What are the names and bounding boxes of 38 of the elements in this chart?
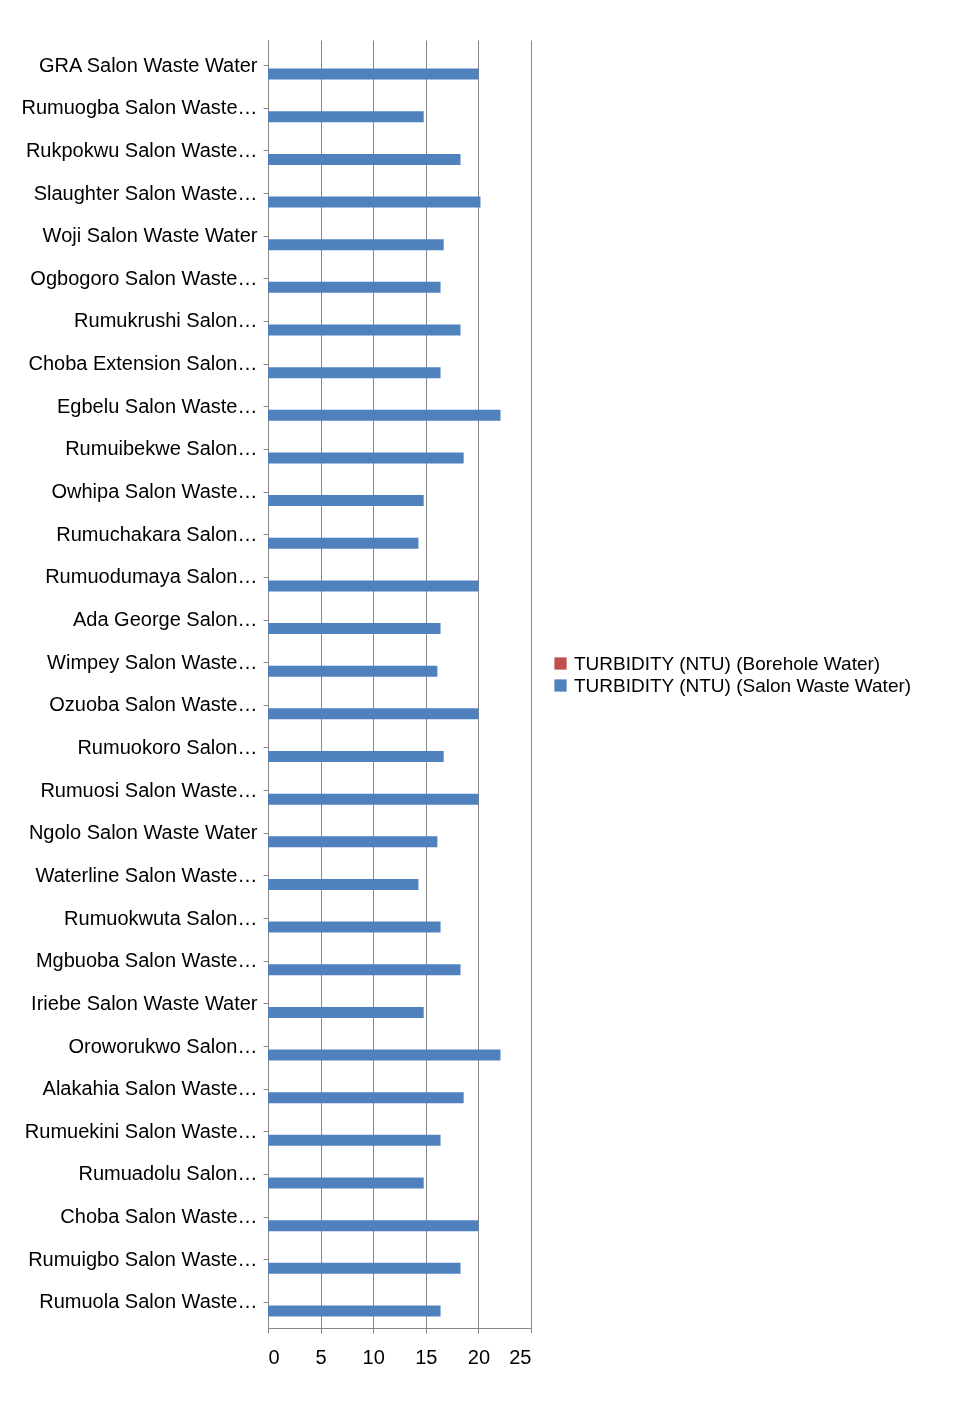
legend-label: TURBIDITY (NTU) (Borehole Water) [574, 652, 881, 674]
x-tick-label: 5 [315, 1345, 327, 1368]
y-tick-label: Rumuchakara Salon… [56, 522, 258, 545]
y-tick-label: Rumuibekwe Salon… [65, 437, 258, 460]
y-tick-label: Oroworukwo Salon… [68, 1034, 258, 1057]
y-tick-label: Rumuosi Salon Waste… [40, 778, 258, 801]
y-tick-label: Alakahia Salon Waste… [42, 1077, 258, 1100]
y-tick-label: Rumuekini Salon Waste… [24, 1119, 258, 1142]
y-tick-label: Owhipa Salon Waste… [51, 480, 258, 503]
y-tick-label: Rumuokwuta Salon… [64, 906, 258, 929]
x-tick-label: 15 [415, 1345, 438, 1368]
y-tick-label: Rumuadolu Salon… [78, 1162, 258, 1185]
y-tick-label: Rumuodumaya Salon… [45, 565, 258, 588]
y-tick-label: Rumuola Salon Waste… [39, 1290, 258, 1313]
y-tick-label: GRA Salon Waste Water [38, 53, 258, 76]
y-tick-label: Woji Salon Waste Water [42, 224, 258, 247]
y-tick-label: Choba Salon Waste… [60, 1205, 258, 1228]
y-tick-label: Waterline Salon Waste… [35, 863, 258, 886]
y-tick-label: Iriebe Salon Waste Water [31, 991, 258, 1014]
x-tick-label: 25 [509, 1345, 532, 1368]
y-tick-label: Egbelu Salon Waste… [57, 394, 258, 417]
y-tick-label: Slaughter Salon Waste… [33, 181, 258, 204]
x-tick-label: 0 [268, 1345, 280, 1368]
legend-label: TURBIDITY (NTU) (Salon Waste Water) [574, 674, 912, 696]
y-tick-label: Wimpey Salon Waste… [47, 650, 258, 673]
y-tick-label: Choba Extension Salon… [28, 352, 258, 375]
y-tick-label: Ngolo Salon Waste Water [28, 821, 258, 844]
y-tick-label: Rumuigbo Salon Waste… [28, 1247, 258, 1270]
y-tick-label: Rumuokoro Salon… [77, 735, 258, 758]
y-tick-label: Rukpokwu Salon Waste… [25, 138, 258, 161]
y-tick-label: Rumuogba Salon Waste… [21, 96, 258, 119]
y-tick-label: Ogbogoro Salon Waste… [30, 266, 258, 289]
y-tick-label: Rumukrushi Salon… [74, 309, 258, 332]
y-tick-label: Ada George Salon… [72, 608, 258, 631]
y-tick-label: Ozuoba Salon Waste… [49, 693, 258, 716]
y-tick-label: Mgbuoba Salon Waste… [35, 949, 258, 972]
x-tick-label: 10 [362, 1345, 385, 1368]
x-tick-label: 20 [467, 1345, 491, 1368]
